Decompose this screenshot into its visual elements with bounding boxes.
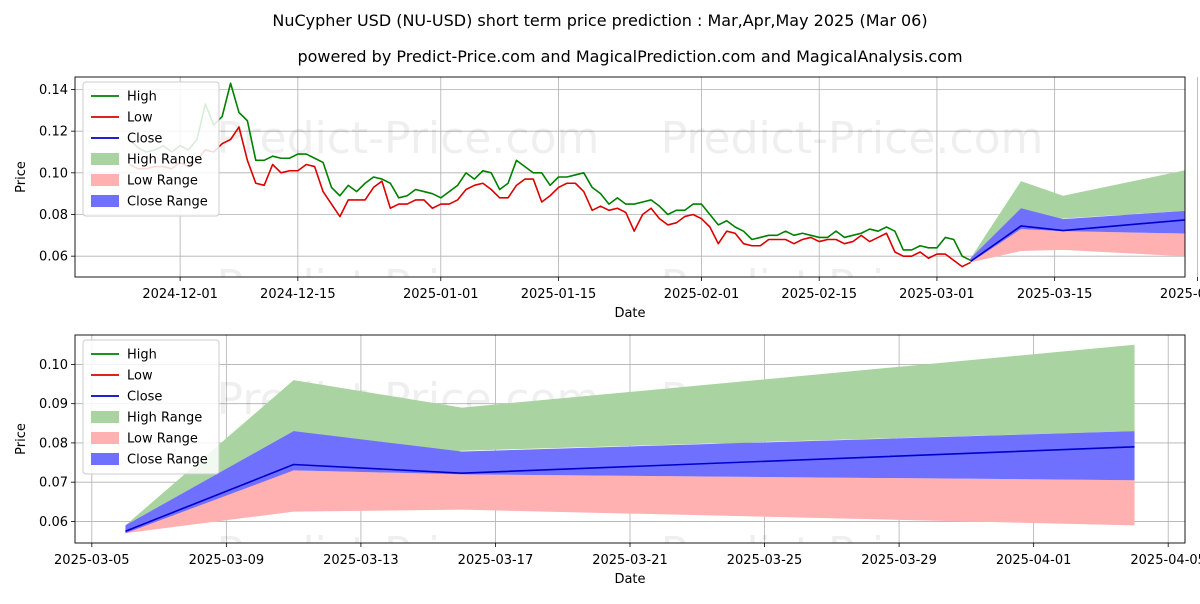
legend-label-high_range: High Range (127, 153, 202, 168)
legend-swatch-high_range (91, 153, 119, 165)
forecast-chart-panel: Predict-Price.comPredict-Price.comPredic… (14, 334, 1200, 587)
legend-swatch-close_range (91, 453, 119, 465)
x-tick-label: 2025-03-05 (54, 553, 130, 568)
legend-swatch-close_range (91, 195, 119, 207)
x-tick-label: 2025-03-15 (1017, 287, 1093, 302)
y-tick-label: 0.09 (39, 397, 68, 412)
low-series-line (129, 126, 971, 268)
legend-label-low_range: Low Range (127, 432, 198, 447)
plot-area: Predict-Price.comPredict-Price.comPredic… (125, 344, 1135, 579)
x-tick-label: 2025-01-15 (521, 287, 597, 302)
legend-label-close: Close (127, 132, 162, 147)
x-axis-label: Date (614, 306, 645, 321)
x-tick-label: 2025-03-29 (861, 553, 937, 568)
high-series-line (129, 82, 971, 262)
watermark-text: Predict-Price.com (661, 113, 1044, 164)
x-tick-label: 2025-03-25 (727, 553, 803, 568)
y-tick-label: 0.12 (39, 125, 68, 140)
watermark-text: Predict-Price.com (661, 261, 1044, 312)
low-range-band (125, 470, 1135, 534)
x-tick-label: 2025-02-15 (781, 287, 857, 302)
legend-label-low: Low (127, 369, 153, 384)
plot-area: Predict-Price.com Predict-Price.com Predic… (129, 82, 1185, 312)
x-tick-label: 2025-04-05 (1130, 553, 1200, 568)
history-chart-panel: Predict-Price.com Predict-Price.com Predic… (14, 76, 1200, 321)
x-tick-label: 2024-12-01 (142, 287, 218, 302)
chart-subtitle: powered by Predict-Price.com and Magical… (297, 47, 962, 66)
y-axis-label: Price (14, 161, 29, 193)
y-tick-label: 0.07 (39, 476, 68, 491)
x-tick-label: 2025-01-01 (403, 287, 479, 302)
x-tick-label: 2024-12-15 (260, 287, 336, 302)
watermark-text: Predict-Price.com (217, 261, 600, 312)
legend-label-high: High (127, 348, 157, 363)
y-axis-label: Price (14, 423, 29, 455)
x-tick-label: 2025-03-01 (899, 287, 975, 302)
y-tick-label: 0.08 (39, 208, 68, 223)
y-tick-label: 0.10 (39, 166, 68, 181)
legend-swatch-high_range (91, 411, 119, 423)
x-tick-label: 2025-03-09 (189, 553, 265, 568)
x-tick-label: 2025-03-17 (458, 553, 534, 568)
x-tick-label: 2025-02-01 (664, 287, 740, 302)
chart-title: NuCypher USD (NU-USD) short term price p… (272, 11, 927, 30)
y-tick-label: 0.06 (39, 250, 68, 265)
x-tick-label: 2025-03-21 (592, 553, 668, 568)
x-tick-label: 2025-04-01 (996, 553, 1072, 568)
low-range-band (970, 229, 1185, 263)
legend-label-close_range: Close Range (127, 453, 208, 468)
legend-label-low: Low (127, 111, 153, 126)
legend-label-close_range: Close Range (127, 195, 208, 210)
x-tick-label: 2025-04-01 (1160, 287, 1200, 302)
high-range-band (970, 170, 1185, 261)
legend-label-close: Close (127, 390, 162, 405)
close-forecast-line (125, 446, 1135, 532)
legend-swatch-low_range (91, 432, 119, 444)
y-tick-label: 0.06 (39, 515, 68, 530)
legend-swatch-low_range (91, 174, 119, 186)
watermark-text: Predict-Price.com (661, 528, 1044, 579)
legend-label-high_range: High Range (127, 411, 202, 426)
watermark-text: Predict-Price.com (217, 113, 600, 164)
plot-frame (74, 76, 1186, 278)
high-range-band (125, 344, 1135, 530)
legend-label-low_range: Low Range (127, 174, 198, 189)
legend-label-high: High (127, 90, 157, 105)
y-tick-label: 0.08 (39, 436, 68, 451)
watermark-text: Predict-Price.com (217, 528, 600, 579)
x-tick-label: 2025-03-13 (323, 553, 399, 568)
close-range-band (970, 208, 1185, 263)
close-forecast-line (970, 219, 1185, 263)
x-axis-label: Date (614, 572, 645, 587)
y-tick-label: 0.10 (39, 358, 68, 373)
y-tick-label: 0.14 (39, 83, 68, 98)
